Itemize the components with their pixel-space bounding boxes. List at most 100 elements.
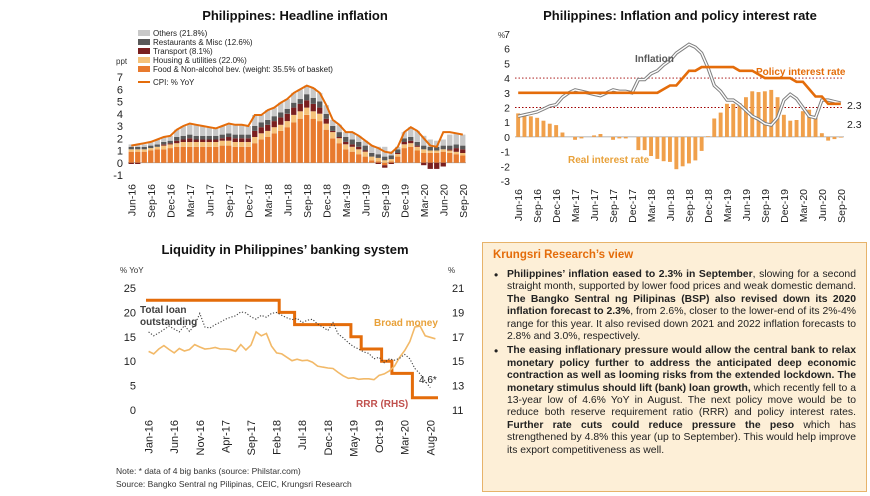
bar-segment xyxy=(336,143,342,163)
bar-segment xyxy=(408,140,414,144)
bar-segment xyxy=(161,145,167,150)
bar-segment xyxy=(401,138,407,142)
y-tick-label: 3 xyxy=(117,121,123,133)
bar-segment xyxy=(375,161,381,163)
bar-segment xyxy=(135,151,141,163)
bar-segment xyxy=(219,134,225,139)
bar-segment xyxy=(408,127,414,137)
y-tick-label-right: 13 xyxy=(452,381,464,393)
real-rate-bar xyxy=(680,136,685,167)
inflation-policy-title: Philippines: Inflation and policy intere… xyxy=(543,8,817,23)
bar-segment xyxy=(219,145,225,163)
bar-segment xyxy=(317,107,323,114)
bar-segment xyxy=(154,146,160,150)
bar-segment xyxy=(226,145,232,163)
bar-segment xyxy=(291,102,297,108)
bar-segment xyxy=(375,157,381,162)
y-tick-label: 5 xyxy=(117,97,123,109)
real-rate-bar xyxy=(712,118,717,137)
bar-segment xyxy=(128,151,134,163)
bar-segment xyxy=(323,118,329,124)
bar-segment xyxy=(323,129,329,163)
bar-segment xyxy=(414,150,420,163)
bar-segment xyxy=(232,134,238,139)
bar-segment xyxy=(161,149,167,163)
bar-segment xyxy=(180,139,186,142)
bar-segment xyxy=(128,149,134,152)
real-rate-bar xyxy=(560,132,565,137)
bar-segment xyxy=(265,124,271,131)
bar-segment xyxy=(310,118,316,163)
legend-swatch xyxy=(138,39,150,45)
legend-label: Food & Non-alcohol bev. (weight: 35.5% o… xyxy=(153,65,333,74)
bar-segment xyxy=(245,138,251,142)
x-tick-label: Mar-20 xyxy=(419,184,431,217)
bar-segment xyxy=(291,115,297,123)
y-tick-label: 2 xyxy=(117,133,123,145)
real-rate-bar xyxy=(826,136,831,141)
y-tick-label-left: 10 xyxy=(124,356,136,368)
liquidity-chart: % YoY % 0 5 10 15 20 25 11 13 15 17 19 21 Total loanou… xyxy=(120,266,464,457)
real-rate-bar xyxy=(725,103,729,137)
bar-segment xyxy=(226,123,232,134)
bar-segment xyxy=(206,135,212,140)
real-rate-bar xyxy=(649,136,653,156)
bar-segment xyxy=(349,146,355,152)
bar-segment xyxy=(388,161,394,163)
bar-segment xyxy=(369,156,375,161)
real-rate-bar xyxy=(819,133,824,137)
bar-segment xyxy=(239,141,245,147)
bar-segment xyxy=(414,145,420,147)
loan-label: outstanding xyxy=(140,317,197,328)
y-tick-label: 1 xyxy=(117,146,123,158)
bar-segment xyxy=(375,154,381,158)
bar-segment xyxy=(200,126,206,136)
bar-segment xyxy=(193,141,199,147)
y-tick-label: -2 xyxy=(501,161,510,173)
x-tick-label: Mar-20 xyxy=(400,420,412,455)
real-rate-bar xyxy=(598,134,603,137)
legend-label: Restaurants & Misc (12.6%) xyxy=(153,38,253,47)
bar-segment xyxy=(291,122,297,163)
x-tick-label: Jun-18 xyxy=(282,184,294,216)
bar-segment xyxy=(161,141,167,145)
real-rate-bar xyxy=(838,136,843,138)
policy-rate-label: Policy interest rate xyxy=(756,67,846,78)
research-view-point-monetary-policy: The easing inflationary pressure would a… xyxy=(493,345,856,457)
bar-segment xyxy=(421,145,427,150)
x-tick-label: Apr-17 xyxy=(220,420,232,453)
bar-segment xyxy=(232,124,238,135)
x-tick-label: Jun-19 xyxy=(360,184,372,216)
real-rate-label: Real interest rate xyxy=(568,155,650,166)
bar-segment xyxy=(265,137,271,163)
bar-segment xyxy=(245,134,251,139)
bar-segment xyxy=(343,141,349,145)
bar-segment xyxy=(187,123,193,135)
bar-segment xyxy=(317,101,323,108)
bar-segment xyxy=(330,130,336,133)
bar-segment xyxy=(460,149,466,153)
bar-segment xyxy=(278,117,284,125)
x-tick-label: May-19 xyxy=(348,420,360,457)
x-tick-label: Mar-20 xyxy=(798,189,810,222)
bar-segment xyxy=(239,124,245,135)
bar-segment xyxy=(440,149,446,152)
bar-segment xyxy=(323,123,329,130)
bar-segment xyxy=(128,146,134,150)
bar-segment xyxy=(336,132,342,137)
bar-segment xyxy=(239,146,245,163)
y-axis-label-right: % xyxy=(448,266,455,275)
bar-segment xyxy=(174,140,180,144)
bar-segment xyxy=(434,150,440,153)
bar-segment xyxy=(453,151,459,155)
bar-segment xyxy=(421,149,427,153)
end-policy-label: 2.3 xyxy=(847,119,862,131)
x-tick-label: Jun-20 xyxy=(817,189,829,221)
bar-segment xyxy=(408,137,414,141)
bar-segment xyxy=(447,152,453,163)
bar-segment xyxy=(356,154,362,163)
y-tick-label: 1 xyxy=(504,117,510,129)
bar-segment xyxy=(336,138,342,144)
real-rate-bar xyxy=(744,97,748,137)
y-tick-label-left: 15 xyxy=(124,332,136,344)
